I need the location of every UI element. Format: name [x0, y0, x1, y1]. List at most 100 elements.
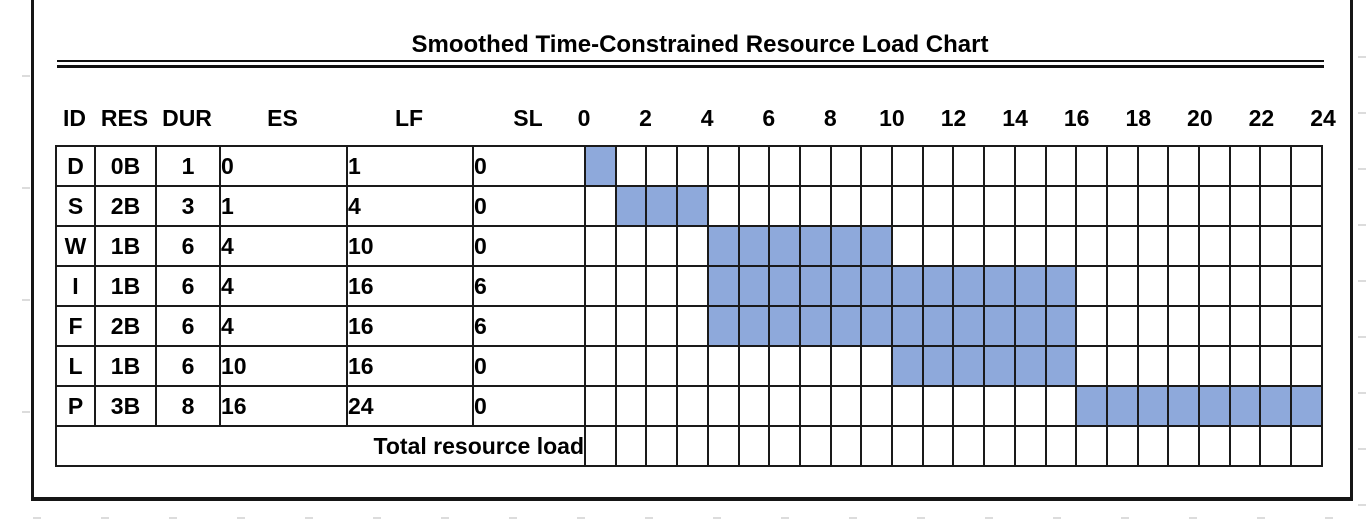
- gantt-bar-cell: [1228, 385, 1262, 427]
- gantt-bar-cell: [706, 225, 740, 267]
- task-dur-cell: 3: [155, 185, 221, 227]
- timeline-cell: [983, 225, 1016, 267]
- timeline-cell: [860, 345, 894, 387]
- task-lf-cell: 1: [346, 145, 474, 187]
- timeline-cell: [614, 345, 648, 387]
- total-load-cell: [921, 425, 955, 467]
- worksheet-gridline-tick: [645, 517, 653, 519]
- gantt-bar-cell: [1198, 385, 1231, 427]
- timeline-cell: [1044, 385, 1078, 427]
- timeline-cell: [645, 145, 679, 187]
- worksheet-gridline-tick: [1358, 168, 1366, 170]
- timeline-cell: [1228, 225, 1262, 267]
- worksheet-gridline-tick: [1053, 517, 1061, 519]
- task-res-cell: 1B: [94, 265, 157, 307]
- timeline-cell: [676, 345, 709, 387]
- timeline-cell: [891, 185, 924, 227]
- task-res-cell: 1B: [94, 225, 157, 267]
- timeline-cell: [921, 385, 955, 427]
- timeline-cell: [860, 145, 894, 187]
- worksheet-gridline-tick: [509, 517, 517, 519]
- timeline-cell: [952, 145, 986, 187]
- column-header-id: ID: [63, 105, 86, 131]
- worksheet-gridline-tick: [1358, 392, 1366, 394]
- task-res-cell: 2B: [94, 305, 157, 347]
- timeline-cell: [676, 225, 709, 267]
- gantt-bar-cell: [829, 225, 863, 267]
- column-header-es: ES: [267, 105, 298, 131]
- total-load-cell: [798, 425, 832, 467]
- timeline-cell: [1259, 345, 1293, 387]
- task-id-cell: L: [55, 345, 96, 387]
- total-resource-load-row: Total resource load: [55, 425, 1323, 467]
- gantt-bar-cell: [1044, 265, 1078, 307]
- task-sl-cell: 0: [472, 145, 586, 187]
- timeline-cell: [1105, 145, 1139, 187]
- timeline-cell: [1044, 225, 1078, 267]
- task-sl-cell: 6: [472, 305, 586, 347]
- timeline-cell: [1290, 345, 1323, 387]
- timeline-cell: [737, 385, 771, 427]
- task-lf-cell: 16: [346, 265, 474, 307]
- timeline-cell: [983, 185, 1016, 227]
- total-load-cell: [1290, 425, 1323, 467]
- timeline-cell: [1136, 345, 1170, 387]
- column-header-dur: DUR: [162, 105, 212, 131]
- task-row-I: I 1B 6 4 16 6: [55, 265, 1323, 307]
- timeline-cell: [1013, 145, 1047, 187]
- total-load-cell: [768, 425, 801, 467]
- gantt-bar-cell: [952, 305, 986, 347]
- total-load-cell: [891, 425, 924, 467]
- timeline-cell: [798, 345, 832, 387]
- worksheet-gridline-tick: [305, 517, 313, 519]
- gantt-bar-cell: [921, 265, 955, 307]
- gantt-bar-cell: [584, 145, 617, 187]
- gantt-bar-cell: [1044, 345, 1078, 387]
- timeline-cell: [921, 185, 955, 227]
- task-res-cell: 2B: [94, 185, 157, 227]
- timeline-cell: [1136, 145, 1170, 187]
- task-sl-cell: 0: [472, 225, 586, 267]
- task-id-cell: F: [55, 305, 96, 347]
- column-header-sl: SL: [513, 105, 543, 131]
- task-dur-cell: 8: [155, 385, 221, 427]
- gantt-bar-cell: [921, 345, 955, 387]
- timeline-cell: [1259, 185, 1293, 227]
- task-id-cell: W: [55, 225, 96, 267]
- total-load-cell: [1075, 425, 1108, 467]
- task-res-cell: 3B: [94, 385, 157, 427]
- total-load-cell: [983, 425, 1016, 467]
- total-load-cell: [676, 425, 709, 467]
- time-tick-label-16: 16: [1063, 105, 1090, 131]
- timeline-cell: [1228, 185, 1262, 227]
- timeline-cell: [1198, 265, 1231, 307]
- total-load-cell: [584, 425, 617, 467]
- total-load-cell: [829, 425, 863, 467]
- timeline-cell: [737, 145, 771, 187]
- gantt-bar-cell: [921, 305, 955, 347]
- worksheet-gridline-tick: [1358, 224, 1366, 226]
- timeline-cell: [676, 305, 709, 347]
- timeline-cell: [1105, 265, 1139, 307]
- task-sl-cell: 0: [472, 345, 586, 387]
- task-lf-cell: 10: [346, 225, 474, 267]
- task-id-cell: I: [55, 265, 96, 307]
- worksheet-gridline-tick: [169, 517, 177, 519]
- timeline-cell: [768, 385, 801, 427]
- task-sl-cell: 0: [472, 185, 586, 227]
- timeline-cell: [921, 145, 955, 187]
- total-load-cell: [1167, 425, 1201, 467]
- task-sl-cell: 0: [472, 385, 586, 427]
- timeline-cell: [798, 185, 832, 227]
- timeline-cell: [1044, 145, 1078, 187]
- task-dur-cell: 6: [155, 225, 221, 267]
- total-load-cell: [645, 425, 679, 467]
- chart-border-frame: [31, 0, 1353, 501]
- timeline-cell: [706, 385, 740, 427]
- timeline-cell: [706, 185, 740, 227]
- total-load-cell: [1044, 425, 1078, 467]
- timeline-cell: [1228, 265, 1262, 307]
- worksheet-gridline-tick: [1358, 280, 1366, 282]
- timeline-cell: [676, 385, 709, 427]
